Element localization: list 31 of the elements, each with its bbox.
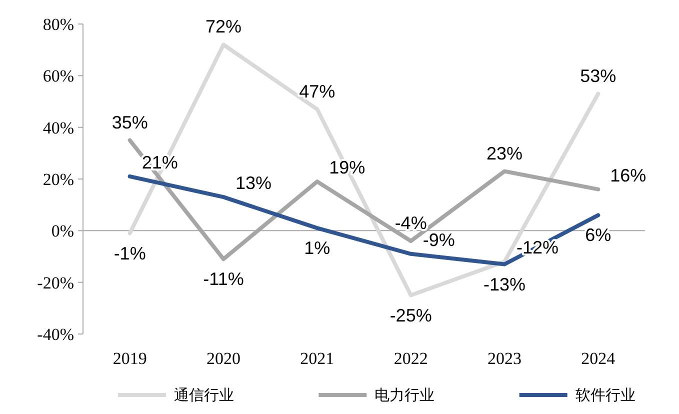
x-tick-label: 2020 — [206, 349, 240, 368]
x-tick-label: 2024 — [581, 349, 616, 368]
data-label: 16% — [610, 165, 646, 186]
legend-label: 软件行业 — [575, 386, 636, 404]
y-tick-label: 80% — [42, 15, 74, 34]
x-tick-label: 2019 — [112, 349, 147, 368]
data-label: 13% — [236, 173, 272, 194]
y-tick-label: -20% — [37, 273, 74, 292]
legend-label: 电力行业 — [374, 386, 435, 404]
y-tick-label: 0% — [51, 222, 74, 241]
x-tick-label: 2023 — [488, 349, 522, 368]
data-label: -25% — [390, 305, 432, 326]
y-tick-label: -40% — [37, 325, 74, 344]
y-tick-label: 60% — [42, 66, 74, 86]
legend-label: 通信行业 — [174, 386, 234, 404]
x-tick-label: 2022 — [394, 349, 428, 368]
data-label: 47% — [299, 81, 336, 102]
data-label: 19% — [329, 158, 366, 178]
y-tick-label: 20% — [42, 170, 74, 189]
data-label: 21% — [142, 152, 178, 172]
data-label: 1% — [304, 238, 330, 258]
data-label: 23% — [486, 143, 523, 164]
data-label: -11% — [203, 269, 244, 290]
data-label: 6% — [585, 225, 612, 246]
data-label: 53% — [580, 66, 616, 86]
data-label: 72% — [205, 16, 242, 37]
x-tick-label: 2021 — [300, 349, 334, 368]
data-label: -1% — [114, 243, 146, 264]
data-label: -13% — [483, 274, 526, 294]
y-tick-label: 40% — [42, 118, 74, 138]
data-label: 35% — [112, 112, 148, 132]
